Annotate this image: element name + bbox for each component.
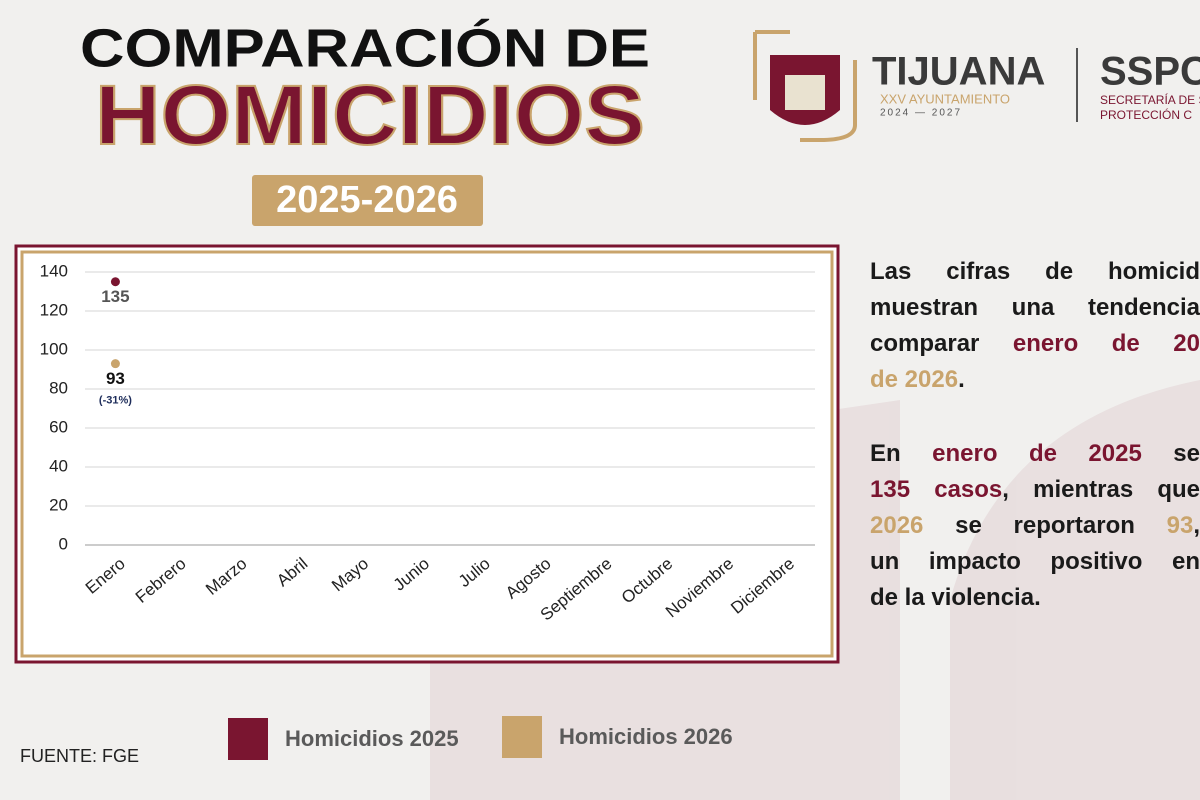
city-logo	[753, 30, 857, 142]
period-badge	[252, 175, 483, 226]
legend: Homicidios 2025 Homicidios 2026	[228, 716, 733, 760]
text-segment: enero de 2025	[932, 440, 1142, 467]
text-line: un impacto positivo en	[870, 544, 1200, 580]
text-segment: 2026	[870, 512, 924, 539]
legend-label: Homicidios 2025	[285, 726, 459, 751]
period: 2025-2026	[276, 179, 458, 221]
title-line1: COMPARACIÓN DE	[80, 18, 650, 78]
y-tick-label: 100	[40, 339, 68, 358]
text-segment: .	[958, 366, 965, 393]
change-annotation: (-31%)	[99, 395, 132, 407]
text-segment: , mientras que	[1002, 476, 1200, 503]
paragraph: En enero de 2025 se 135 casos, mientras q…	[870, 436, 1200, 616]
title-line2: HOMICIDIOS	[95, 68, 645, 162]
text-segment: de 2026	[870, 366, 959, 393]
y-tick-label: 140	[40, 261, 68, 280]
agency-line: PROTECCIÓN C	[1100, 107, 1192, 122]
text-line: 2026 se reportaron 93,	[870, 508, 1200, 544]
text-segment: ,	[1193, 512, 1200, 539]
text-line: 135 casos, mientras que	[870, 472, 1200, 508]
data-label: 93	[106, 369, 125, 388]
point	[110, 277, 120, 287]
agency-line: SECRETARÍA DE S	[1100, 92, 1200, 107]
y-tick-label: 80	[49, 378, 68, 397]
point	[110, 359, 120, 369]
y-tick-label: 0	[59, 534, 68, 553]
text-segment: 135 casos	[870, 476, 1003, 503]
y-tick-label: 40	[49, 456, 68, 475]
legend-swatch	[502, 716, 542, 758]
text-segment: se reportaron	[923, 512, 1167, 539]
y-tick-label: 60	[49, 417, 68, 436]
text-line: En enero de 2025 se	[870, 436, 1200, 472]
y-tick-label: 20	[49, 495, 68, 514]
city-name: TIJUANA	[872, 50, 1045, 94]
chart-frame	[14, 244, 840, 664]
council: XXV AYUNTAMIENTO	[880, 91, 1010, 106]
text-line: Las cifras de homicid	[870, 254, 1200, 290]
text-line: muestran una tendencia	[870, 290, 1200, 326]
text-segment: 93	[1166, 512, 1194, 539]
data-label: 135	[101, 287, 129, 306]
chart-frame-inner	[20, 250, 834, 658]
text-line: de la violencia.	[870, 580, 1200, 616]
text-segment: muestran una tendencia	[870, 294, 1200, 321]
text-segment: Las cifras de homicid	[870, 258, 1200, 285]
text-segment: enero de 20	[1012, 330, 1200, 357]
legend-label: Homicidios 2026	[559, 724, 733, 749]
text-segment: se	[1141, 440, 1200, 467]
paragraph: Las cifras de homicid muestran una tenden…	[870, 254, 1200, 398]
y-tick-label: 120	[40, 300, 68, 319]
text-line: comparar enero de 20	[870, 326, 1200, 362]
legend-swatch	[228, 718, 268, 760]
text-segment: comparar	[870, 330, 1013, 357]
text-line: de 2026.	[870, 362, 1200, 398]
term: 2024 — 2027	[880, 108, 962, 119]
agency: SSPC	[1100, 50, 1200, 94]
text-segment: En	[870, 440, 933, 467]
text-segment: de la violencia.	[870, 584, 1041, 611]
text-segment: un impacto positivo en	[870, 548, 1200, 575]
source: FUENTE: FGE	[20, 746, 139, 766]
